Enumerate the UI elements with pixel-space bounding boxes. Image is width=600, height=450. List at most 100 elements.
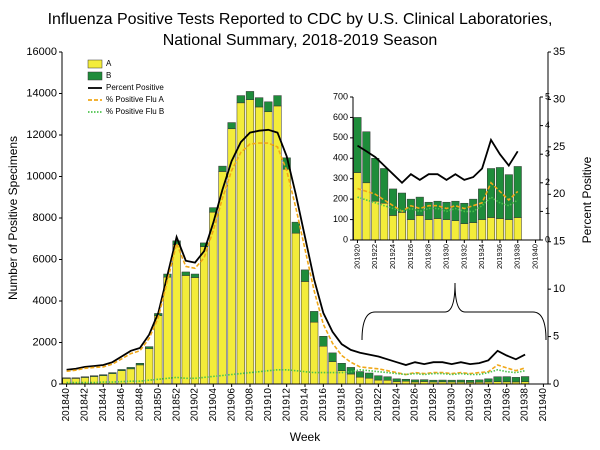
y-tick-label: 16000 bbox=[26, 46, 57, 58]
x-tick-label: 201934 bbox=[477, 244, 486, 269]
bar bbox=[218, 171, 227, 385]
bar bbox=[424, 201, 433, 220]
bar bbox=[374, 375, 383, 381]
y2-tick-label: 1 bbox=[545, 206, 550, 216]
line-series bbox=[357, 181, 519, 213]
y2-tick-label: 15 bbox=[553, 236, 565, 248]
bar bbox=[451, 220, 460, 241]
bar bbox=[504, 174, 513, 220]
bar bbox=[145, 346, 154, 349]
legend-label: % Positive Flu B bbox=[106, 107, 164, 116]
bar bbox=[475, 379, 484, 383]
bar bbox=[406, 219, 415, 241]
x-tick-label: 201932 bbox=[465, 388, 476, 422]
y-tick-label: 4000 bbox=[33, 295, 57, 307]
x-axis-label: Week bbox=[290, 430, 321, 444]
bar bbox=[62, 377, 71, 379]
x-tick-label: 201904 bbox=[208, 388, 219, 422]
bar bbox=[62, 378, 71, 385]
bar bbox=[410, 379, 420, 383]
bar bbox=[371, 200, 380, 241]
bar bbox=[99, 374, 108, 376]
bar bbox=[310, 311, 319, 323]
y2-tick-label: 0 bbox=[545, 234, 550, 244]
bar bbox=[465, 380, 475, 383]
legend-label: A bbox=[106, 59, 112, 68]
y-tick-label: 600 bbox=[333, 112, 348, 122]
y-tick-label: 400 bbox=[333, 153, 348, 163]
bar bbox=[487, 217, 496, 241]
bar bbox=[460, 202, 469, 224]
x-tick-label: 201912 bbox=[281, 388, 292, 422]
bar bbox=[374, 379, 383, 385]
y-tick-label: 10000 bbox=[26, 170, 57, 182]
bar bbox=[255, 97, 264, 108]
bar bbox=[495, 167, 504, 219]
bar bbox=[380, 202, 389, 241]
bar bbox=[154, 315, 163, 385]
x-tick-label: 201934 bbox=[483, 388, 494, 422]
x-tick-label: 201932 bbox=[459, 244, 468, 269]
x-tick-label: 201914 bbox=[300, 388, 311, 422]
bar bbox=[502, 376, 511, 383]
y2-tick-label: 20 bbox=[553, 188, 565, 200]
bar bbox=[126, 367, 135, 370]
bar bbox=[181, 271, 190, 276]
x-tick-label: 201842 bbox=[80, 388, 91, 422]
line-series bbox=[66, 142, 526, 376]
y-tick-label: 300 bbox=[333, 173, 348, 183]
x-tick-label: 201936 bbox=[495, 244, 504, 269]
bar bbox=[456, 379, 465, 383]
bar bbox=[397, 212, 406, 241]
bar bbox=[478, 188, 487, 220]
bar bbox=[190, 273, 200, 278]
bar bbox=[273, 95, 282, 107]
y2-tick-label: 3 bbox=[545, 149, 550, 159]
line-series bbox=[66, 368, 526, 384]
bar bbox=[319, 345, 328, 385]
bar bbox=[484, 378, 493, 383]
x-tick-label: 201918 bbox=[336, 388, 347, 422]
bar bbox=[362, 131, 371, 184]
bar bbox=[337, 363, 346, 371]
bar bbox=[511, 377, 521, 383]
bar bbox=[245, 91, 255, 100]
y2-tick-label: 5 bbox=[545, 91, 550, 101]
x-tick-label: 201920 bbox=[352, 244, 361, 269]
x-tick-label: 201938 bbox=[513, 244, 522, 269]
bar bbox=[389, 188, 398, 216]
x-tick-label: 201844 bbox=[98, 388, 109, 422]
y-tick-label: 0 bbox=[343, 234, 348, 244]
bar bbox=[447, 379, 456, 383]
bar bbox=[389, 215, 398, 241]
legend-swatch bbox=[87, 59, 103, 69]
bar bbox=[487, 168, 496, 218]
bar bbox=[353, 172, 362, 241]
legend-swatch bbox=[87, 71, 103, 81]
y2-tick-label: 35 bbox=[553, 46, 565, 58]
legend-label: Percent Positive bbox=[106, 83, 164, 92]
x-tick-label: 201908 bbox=[245, 388, 256, 422]
bar bbox=[319, 336, 328, 347]
x-tick-label: 201848 bbox=[135, 388, 146, 422]
x-tick-label: 201926 bbox=[410, 388, 421, 422]
bar bbox=[451, 200, 460, 221]
y-tick-label: 8000 bbox=[33, 212, 57, 224]
y-tick-label: 2000 bbox=[33, 336, 57, 348]
legend-label: % Positive Flu A bbox=[106, 95, 164, 104]
x-tick-label: 201920 bbox=[355, 388, 366, 422]
bar bbox=[310, 321, 319, 385]
x-tick-label: 201916 bbox=[318, 388, 329, 422]
bar bbox=[355, 376, 365, 385]
bar bbox=[346, 373, 355, 385]
y2-tick-label: 2 bbox=[545, 177, 550, 187]
bar bbox=[495, 218, 504, 241]
bar bbox=[135, 363, 145, 366]
y-tick-label: 6000 bbox=[33, 253, 57, 265]
x-tick-label: 201928 bbox=[424, 244, 433, 269]
y-tick-label: 14000 bbox=[26, 87, 57, 99]
bar bbox=[469, 222, 478, 241]
x-tick-label: 201840 bbox=[61, 388, 72, 422]
y2-axis-label: Percent Positive bbox=[580, 156, 594, 243]
x-tick-label: 201930 bbox=[446, 388, 457, 422]
